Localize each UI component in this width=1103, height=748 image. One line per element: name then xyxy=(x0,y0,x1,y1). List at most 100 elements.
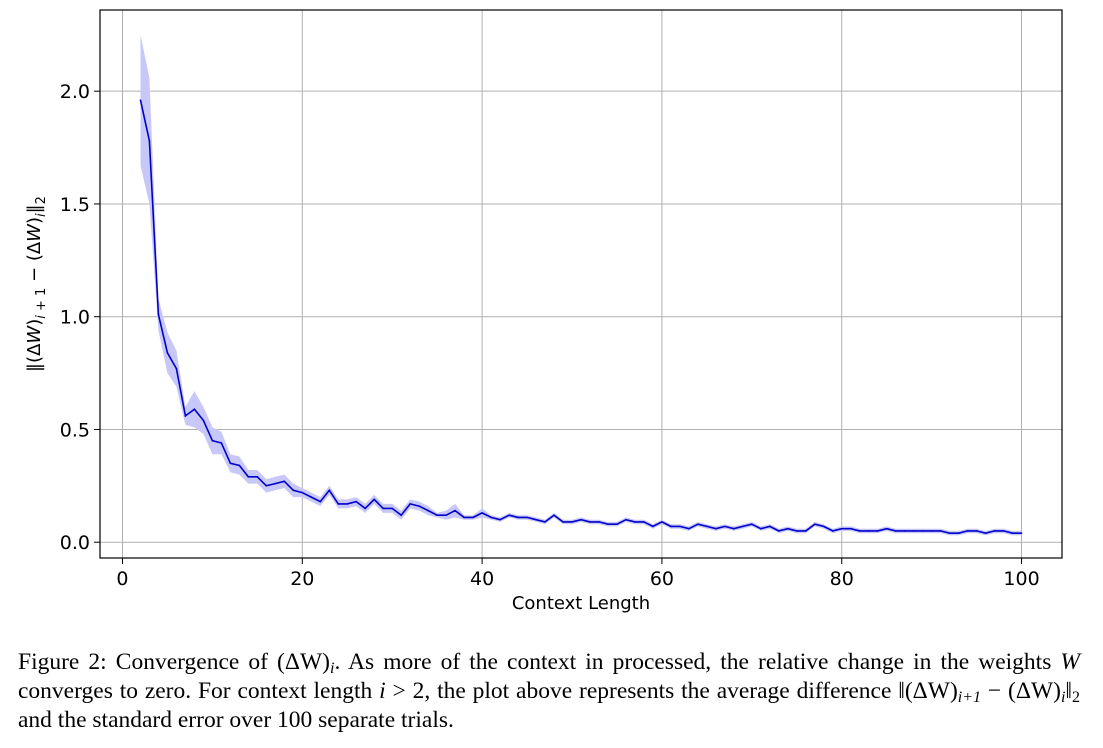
data-point xyxy=(778,530,780,532)
data-point xyxy=(247,476,250,478)
y-tick-label: 2.0 xyxy=(60,81,90,103)
data-point xyxy=(993,530,996,532)
data-point xyxy=(876,530,879,532)
data-point xyxy=(364,507,367,510)
data-point xyxy=(607,523,609,525)
data-point xyxy=(867,530,870,532)
caption-sub: i xyxy=(1060,689,1066,706)
data-point xyxy=(508,514,510,516)
data-point xyxy=(831,530,834,532)
caption-text: Convergence of (ΔW) xyxy=(115,649,330,675)
data-point xyxy=(301,491,304,494)
data-point xyxy=(984,532,987,534)
data-point xyxy=(427,509,430,512)
data-point xyxy=(715,527,717,530)
x-tick-label: 40 xyxy=(470,568,494,590)
data-point xyxy=(706,525,708,528)
caption-var: i xyxy=(379,678,386,704)
data-point xyxy=(921,530,924,532)
x-tick-label: 60 xyxy=(650,568,674,590)
data-point xyxy=(346,503,349,505)
data-point xyxy=(328,489,331,492)
data-point xyxy=(463,516,465,519)
data-point xyxy=(858,530,861,532)
data-point xyxy=(499,518,501,521)
data-point xyxy=(310,496,313,498)
caption-sub: 2 xyxy=(1072,689,1081,706)
data-point xyxy=(553,514,555,516)
data-point xyxy=(391,507,394,510)
data-point xyxy=(643,521,645,523)
data-point xyxy=(571,521,573,523)
standard-error-band xyxy=(140,34,1022,536)
caption-text: . As more of the context in processed, t… xyxy=(334,649,1061,675)
x-axis-label: Context Length xyxy=(512,593,650,614)
data-point xyxy=(202,419,205,422)
data-point xyxy=(742,525,744,528)
data-point xyxy=(166,352,169,354)
y-tick-label: 0.5 xyxy=(60,419,90,441)
y-tick-label: 1.0 xyxy=(60,307,90,329)
data-point xyxy=(769,525,771,528)
data-point xyxy=(939,530,942,532)
data-point xyxy=(957,532,960,534)
grid-lines xyxy=(100,10,1062,558)
data-point xyxy=(670,525,672,528)
data-point xyxy=(1002,530,1005,532)
data-point xyxy=(337,503,340,505)
data-point xyxy=(966,530,969,532)
data-point xyxy=(157,313,160,316)
data-point xyxy=(292,489,295,492)
data-point xyxy=(625,518,627,521)
caption-sub: i+1 xyxy=(957,689,982,706)
caption-text: ‖ xyxy=(1065,678,1073,704)
caption-text: converges to zero. For context length xyxy=(18,678,380,704)
data-point xyxy=(373,498,376,501)
data-point xyxy=(355,500,358,503)
data-point xyxy=(661,521,663,523)
data-point xyxy=(238,464,241,467)
convergence-chart: 0 20 40 60 80 100 0.0 0.5 1.0 1.5 2.0 Context Leng… xyxy=(24,9,1063,614)
data-point xyxy=(490,516,492,519)
data-point xyxy=(175,367,178,370)
data-point xyxy=(787,527,789,530)
data-point xyxy=(472,516,474,519)
data-point xyxy=(697,523,699,525)
data-point xyxy=(948,532,951,534)
data-point xyxy=(211,439,214,442)
data-point xyxy=(445,514,447,516)
data-point xyxy=(418,505,421,507)
y-axis-label: ‖(ΔW)i + 1 − (ΔW)i‖2 xyxy=(24,196,49,372)
data-point xyxy=(751,523,753,525)
caption-sub: i xyxy=(329,660,335,677)
data-point xyxy=(256,476,259,478)
x-tick-label: 100 xyxy=(1003,568,1039,590)
data-point xyxy=(814,523,816,525)
caption-label: Figure 2: xyxy=(18,649,107,675)
caption-text: and the standard error over 100 separate… xyxy=(18,707,454,733)
data-point xyxy=(148,140,151,142)
data-point xyxy=(849,527,852,530)
y-tick-label: 0.0 xyxy=(60,532,90,554)
data-point xyxy=(481,512,483,514)
data-point xyxy=(634,521,636,523)
caption-text: > 2, the plot above represents the avera… xyxy=(385,678,958,704)
data-point xyxy=(184,415,187,417)
data-point xyxy=(822,525,825,528)
x-tick-label: 0 xyxy=(116,568,128,590)
data-point xyxy=(930,530,933,532)
data-point xyxy=(265,485,268,487)
data-point xyxy=(894,530,897,532)
caption-text: − (ΔW) xyxy=(981,678,1061,704)
y-tick-label: 1.5 xyxy=(60,194,90,216)
data-point xyxy=(912,530,915,532)
data-point xyxy=(688,527,690,530)
axis-ticks: 0 20 40 60 80 100 0.0 0.5 1.0 1.5 2.0 xyxy=(60,81,1040,590)
data-point xyxy=(283,480,286,483)
data-point xyxy=(517,516,519,519)
caption-var: W xyxy=(1060,649,1080,675)
data-point xyxy=(580,518,582,521)
data-point xyxy=(274,482,277,485)
data-point xyxy=(526,516,528,519)
data-point xyxy=(454,509,456,512)
